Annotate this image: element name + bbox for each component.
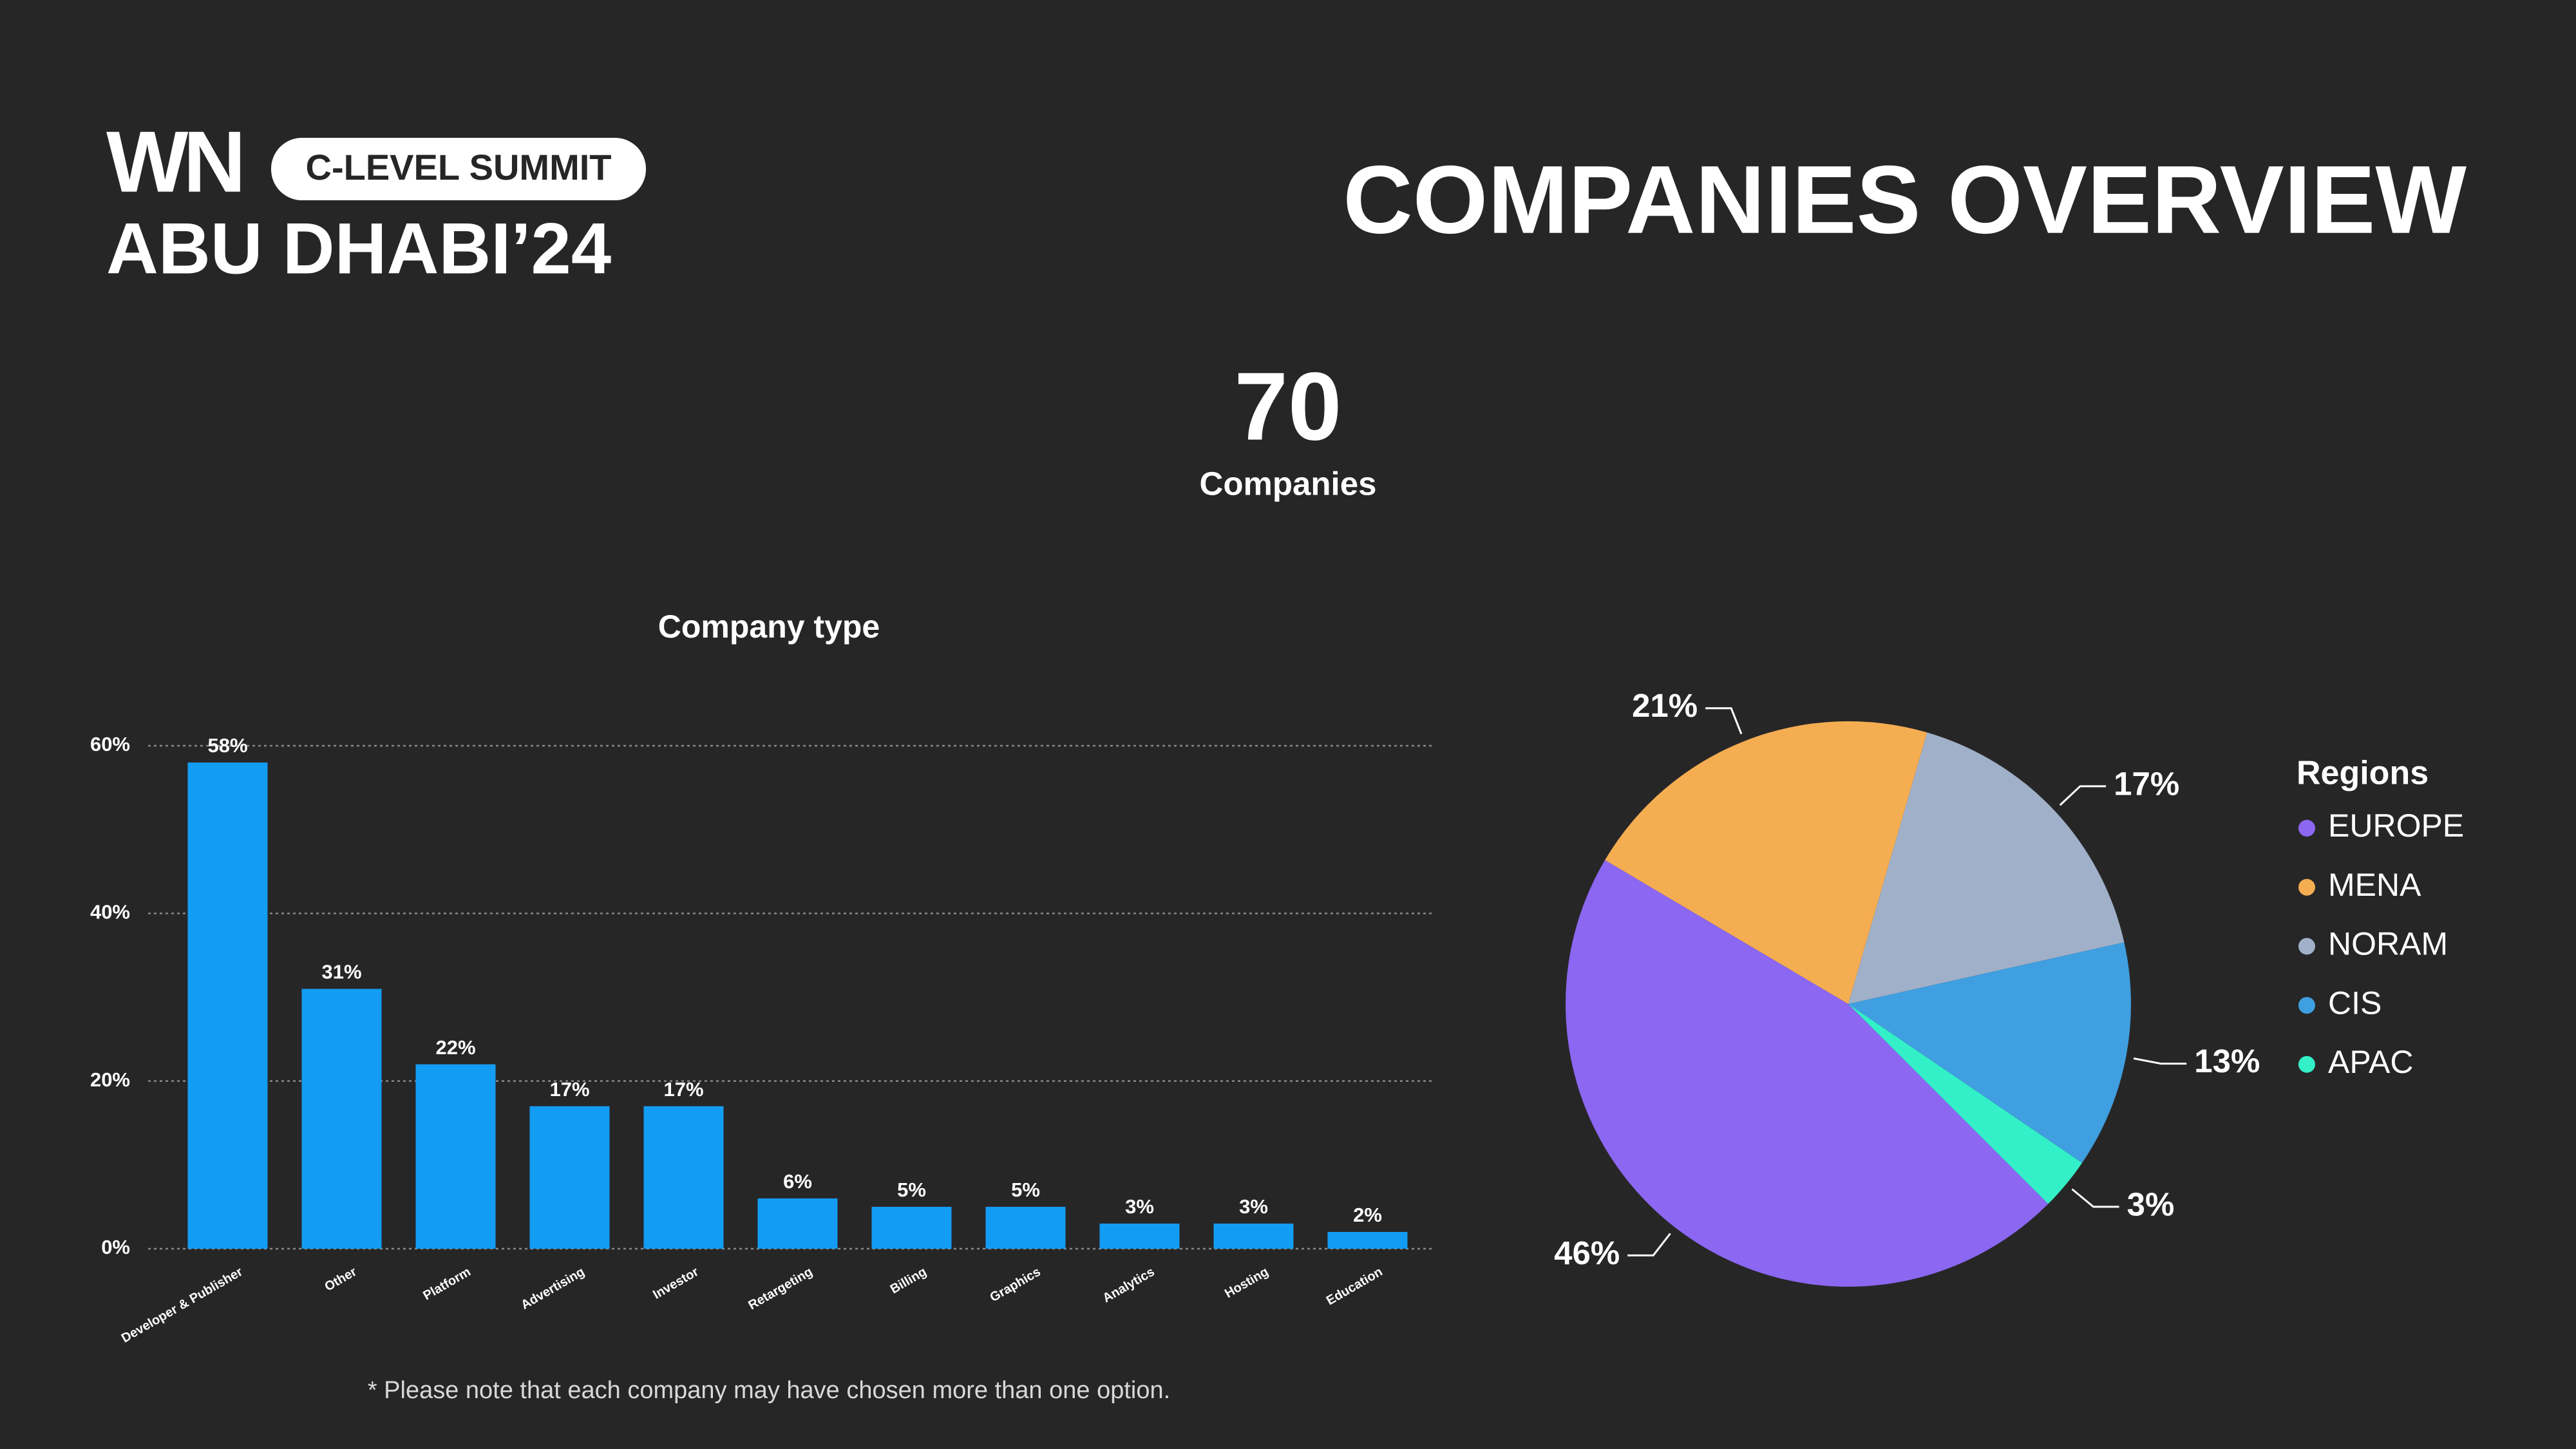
bar-value-label: 5% xyxy=(897,1179,926,1201)
pie-slice xyxy=(1605,721,1927,1004)
pie-value-label: 21% xyxy=(1632,687,1698,724)
pie-slice xyxy=(1565,860,2049,1287)
logo: WN xyxy=(106,113,241,211)
pie-value-label: 17% xyxy=(2114,765,2179,802)
bar xyxy=(1213,1223,1294,1249)
leader-line xyxy=(2133,1057,2187,1065)
bar-value-label: 17% xyxy=(663,1078,703,1101)
legend-marker xyxy=(2298,1056,2315,1073)
bar xyxy=(757,1198,838,1249)
bar xyxy=(301,989,382,1249)
legend-marker xyxy=(2298,820,2315,837)
bar xyxy=(871,1206,952,1249)
pie-slice xyxy=(1848,732,2125,1004)
leader-line xyxy=(2071,1188,2119,1208)
bar xyxy=(1099,1223,1180,1249)
legend-label: CIS xyxy=(2328,985,2382,1021)
legend-label: EUROPE xyxy=(2328,808,2464,844)
bar-value-label: 22% xyxy=(435,1036,475,1059)
bar xyxy=(985,1206,1066,1249)
bar-value-label: 31% xyxy=(321,961,361,983)
bar-chart-title: Company type xyxy=(658,609,880,645)
summary-value: 70 xyxy=(1235,352,1342,460)
leader-line xyxy=(1705,707,1743,735)
bar-value-label: 2% xyxy=(1353,1204,1382,1226)
pie-slice xyxy=(1848,942,2131,1163)
pie-value-label: 3% xyxy=(2127,1186,2175,1222)
legend-label: APAC xyxy=(2328,1044,2413,1080)
bar-value-label: 3% xyxy=(1125,1195,1154,1218)
pie-value-label: 46% xyxy=(1554,1235,1620,1271)
y-tick-label: 20% xyxy=(90,1068,130,1091)
bar xyxy=(529,1106,610,1249)
badge-pill xyxy=(271,138,646,200)
legend-label: MENA xyxy=(2328,867,2421,903)
legend-marker xyxy=(2298,938,2315,955)
pie-slice xyxy=(1848,1004,2083,1204)
bar-value-label: 3% xyxy=(1239,1195,1268,1218)
summary-label: Companies xyxy=(1200,465,1377,502)
page-title: COMPANIES OVERVIEW xyxy=(1343,146,2467,254)
badge-text: C-LEVEL SUMMIT xyxy=(306,147,612,187)
legend-title: Regions xyxy=(2297,755,2429,792)
y-tick-label: 0% xyxy=(101,1236,130,1258)
bar xyxy=(1327,1231,1408,1249)
bar-value-label: 5% xyxy=(1011,1179,1040,1201)
bar xyxy=(415,1064,496,1249)
bar-value-label: 58% xyxy=(207,734,247,757)
legend-label: NORAM xyxy=(2328,926,2448,962)
y-tick-label: 40% xyxy=(90,901,130,923)
bar-value-label: 6% xyxy=(783,1170,812,1193)
leader-line xyxy=(2059,785,2107,806)
legend-marker xyxy=(2298,997,2315,1014)
legend-marker xyxy=(2298,878,2315,896)
event-name: ABU DHABI’24 xyxy=(106,209,611,289)
footnote: * Please note that each company may have… xyxy=(368,1377,1170,1404)
leader-line xyxy=(1627,1233,1671,1256)
pie-value-label: 13% xyxy=(2194,1043,2260,1079)
bar xyxy=(187,762,268,1249)
bar xyxy=(643,1106,724,1249)
y-tick-label: 60% xyxy=(90,733,130,755)
bar-value-label: 17% xyxy=(549,1078,589,1101)
